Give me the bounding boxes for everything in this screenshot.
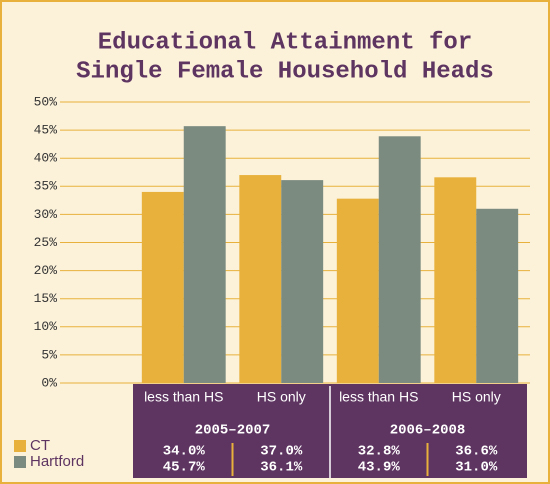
- chart-title: Single Female Household Heads: [76, 58, 494, 85]
- legend-swatch: [14, 440, 26, 452]
- value-label: 32.8%: [358, 444, 401, 460]
- group-label: 2005–2007: [195, 423, 271, 439]
- legend-label: CT: [30, 437, 50, 454]
- y-tick-label: 35%: [34, 179, 58, 194]
- x-tick-label: HS only: [452, 389, 501, 405]
- y-tick-label: 5%: [41, 347, 57, 362]
- y-tick-label: 45%: [34, 123, 58, 138]
- value-label: 45.7%: [163, 460, 206, 476]
- bar: [141, 191, 184, 383]
- value-label: 43.9%: [358, 460, 401, 476]
- value-label: 36.1%: [260, 460, 303, 476]
- chart-title: Educational Attainment for: [98, 29, 472, 56]
- bar: [239, 175, 282, 383]
- group-label: 2006–2008: [390, 423, 466, 439]
- y-tick-label: 0%: [41, 375, 57, 390]
- bar: [336, 198, 379, 383]
- bar: [378, 136, 421, 383]
- bar: [183, 126, 226, 383]
- y-tick-label: 40%: [34, 151, 58, 166]
- bar: [281, 180, 324, 383]
- bar: [434, 177, 477, 383]
- y-tick-label: 20%: [34, 263, 58, 278]
- y-tick-label: 50%: [34, 94, 58, 109]
- y-tick-label: 15%: [34, 291, 58, 306]
- legend-swatch: [14, 456, 26, 468]
- x-tick-label: HS only: [257, 389, 306, 405]
- legend-label: Hartford: [30, 453, 84, 470]
- y-tick-label: 30%: [34, 207, 58, 222]
- value-label: 31.0%: [455, 460, 498, 476]
- x-tick-label: less than HS: [144, 389, 223, 405]
- y-tick-label: 10%: [34, 319, 58, 334]
- value-label: 37.0%: [260, 444, 303, 460]
- y-tick-label: 25%: [34, 235, 58, 250]
- bar: [476, 208, 519, 383]
- value-label: 34.0%: [163, 444, 206, 460]
- value-label: 36.6%: [455, 444, 498, 460]
- x-tick-label: less than HS: [339, 389, 418, 405]
